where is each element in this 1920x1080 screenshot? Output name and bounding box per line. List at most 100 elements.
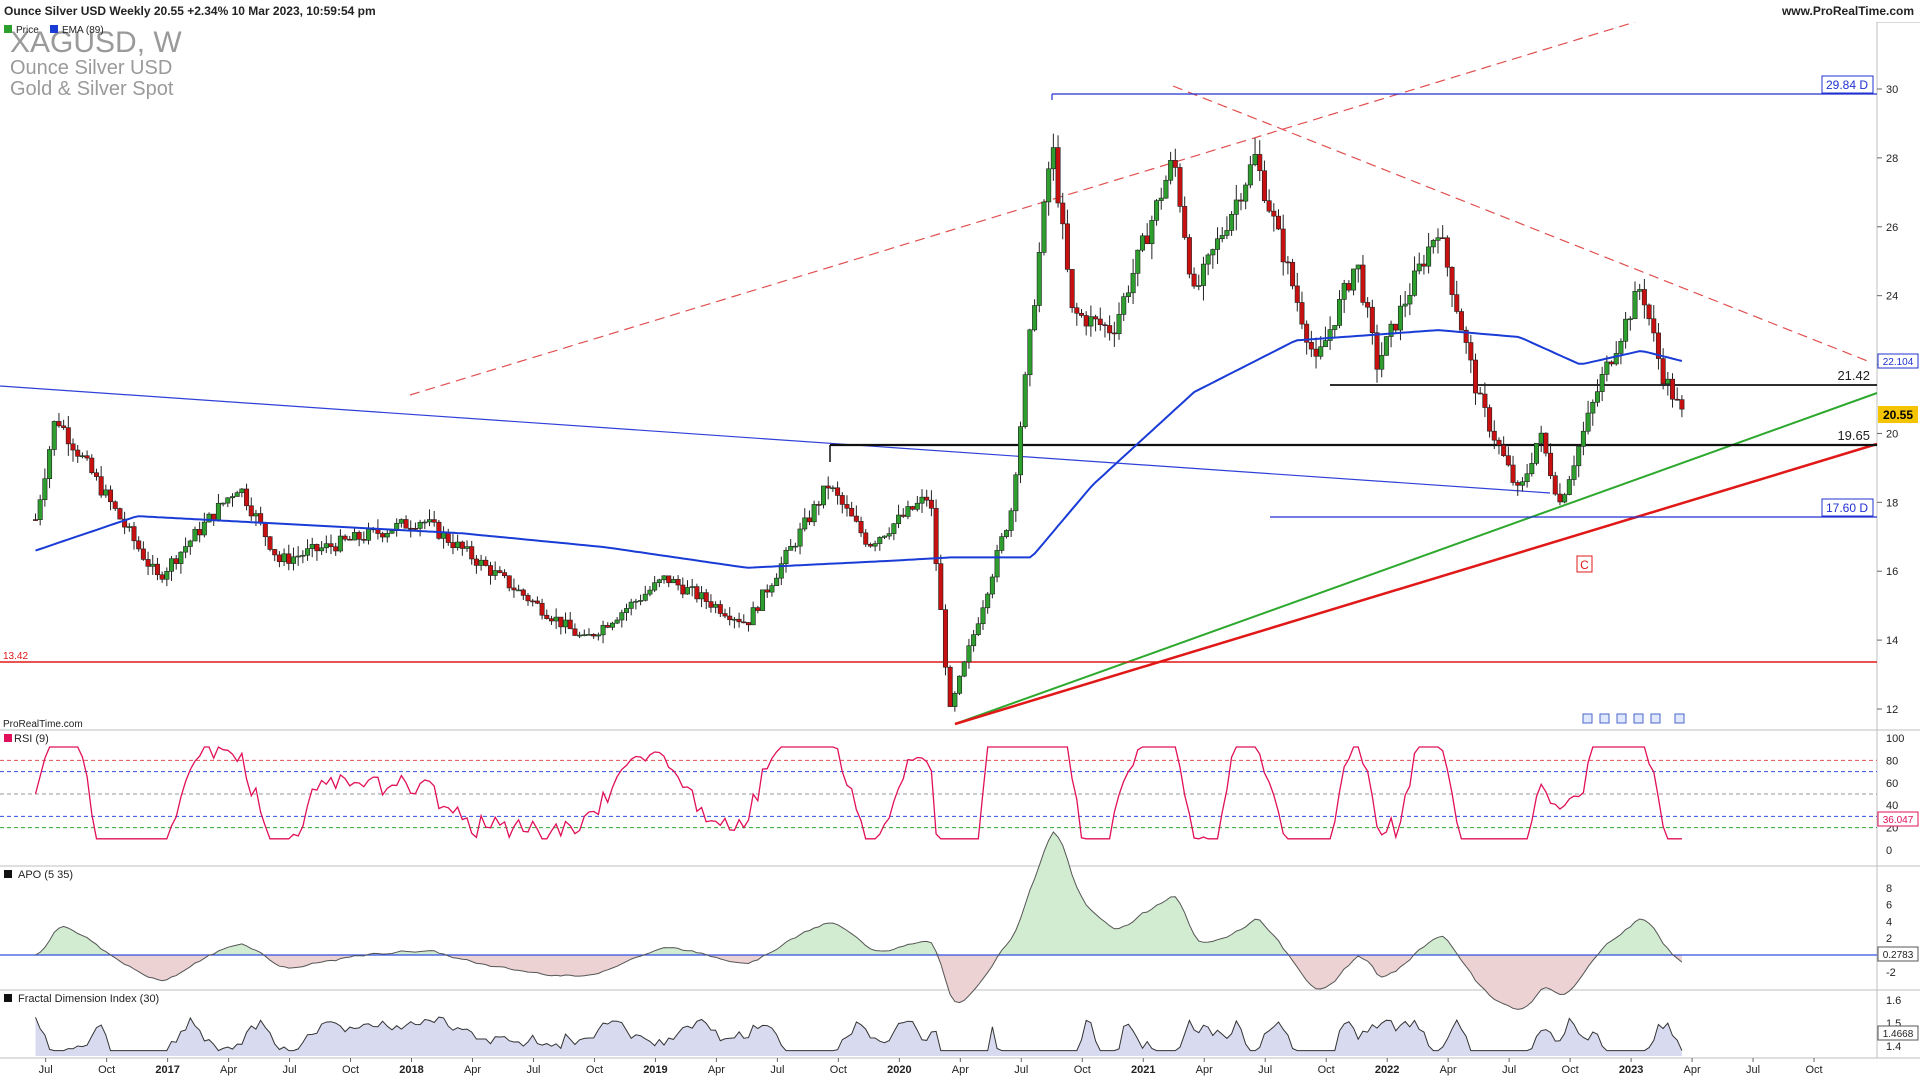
candle-body	[1519, 481, 1525, 486]
candle-body	[356, 532, 362, 540]
candle-body	[680, 584, 686, 595]
candle-body	[459, 541, 465, 549]
candle-body	[924, 496, 930, 501]
green-support-trendline[interactable]	[954, 392, 1878, 725]
candle-body	[727, 615, 733, 621]
event-icon[interactable]	[1616, 713, 1627, 724]
candle-body	[656, 579, 662, 584]
candle-body	[323, 543, 329, 549]
website-label[interactable]: www.ProRealTime.com	[1781, 4, 1914, 18]
time-tick-label: 2023	[1619, 1064, 1643, 1076]
event-icon[interactable]	[1599, 713, 1610, 724]
event-icon[interactable]	[1633, 713, 1644, 724]
candle-body	[1407, 295, 1413, 305]
candle-body	[1510, 464, 1516, 483]
candle-body	[89, 457, 95, 474]
candle-body	[1355, 264, 1361, 270]
candle-body	[1637, 289, 1643, 292]
price-legend-label: Price	[16, 25, 39, 36]
event-icons[interactable]	[1582, 713, 1685, 724]
chart-header: Ounce Silver USD Weekly 20.55 +2.34% 10 …	[0, 0, 1920, 23]
candle-body	[1215, 238, 1221, 250]
candle-body	[276, 554, 282, 563]
current-price-label: 20.55	[1883, 408, 1913, 422]
time-tick-label: Jul	[770, 1064, 784, 1076]
candle-body	[1018, 426, 1024, 476]
candle-body	[1313, 348, 1319, 357]
candle-body	[1421, 263, 1427, 267]
candle-body	[1491, 430, 1497, 441]
candle-body	[1032, 305, 1038, 331]
candle-body	[877, 537, 883, 544]
candle-body	[1529, 463, 1535, 475]
candle-body	[1276, 215, 1282, 230]
candle-body	[914, 502, 920, 510]
candle-body	[65, 427, 71, 445]
candle-body	[300, 554, 306, 557]
candle-body	[1618, 340, 1624, 354]
candle-body	[1505, 455, 1511, 466]
candle-body	[652, 582, 658, 591]
event-icon[interactable]	[1674, 713, 1685, 724]
candle-body	[1609, 361, 1615, 365]
time-tick-label: Apr	[708, 1064, 725, 1076]
candle-body	[361, 539, 367, 541]
candle-body	[548, 618, 554, 622]
candle-body	[1046, 168, 1052, 203]
time-tick-label: Oct	[98, 1064, 115, 1076]
candle-body	[1027, 329, 1033, 376]
ascending-red-dashed-trendline[interactable]	[409, 22, 1636, 396]
candle-body	[150, 563, 156, 567]
time-tick-label: Apr	[1440, 1064, 1457, 1076]
candle-body	[563, 619, 569, 628]
candle-body	[1182, 206, 1188, 238]
price-tick-label: 20	[1886, 428, 1898, 440]
candle-body	[957, 675, 963, 694]
rsi-title: RSI (9)	[14, 733, 49, 745]
apo-line	[35, 831, 1683, 1010]
candle-body	[32, 519, 38, 521]
candle-body	[792, 545, 798, 548]
red-support-trendline[interactable]	[954, 442, 1878, 726]
candle-body	[267, 536, 273, 550]
candle-body	[47, 449, 53, 480]
label-1965: 19.65	[1837, 428, 1870, 443]
candle-body	[633, 600, 639, 603]
candle-body	[713, 604, 719, 608]
candle-body	[215, 502, 221, 521]
candle-body	[881, 535, 887, 538]
candle-body	[783, 549, 789, 565]
descending-red-dashed-trendline[interactable]	[1172, 85, 1871, 363]
candle-body	[1463, 329, 1469, 343]
fdi-legend-swatch	[4, 994, 12, 1002]
candle-body	[708, 601, 714, 608]
descending-blue-trendline[interactable]	[0, 385, 1551, 494]
candle-body	[1055, 147, 1061, 204]
candle-body	[811, 504, 817, 523]
candle-body	[1097, 318, 1103, 326]
price-axis: 30282624222018161412	[1877, 84, 1898, 716]
candle-body	[445, 532, 451, 543]
candle-body	[1660, 358, 1666, 385]
time-tick-label: 2020	[887, 1064, 911, 1076]
candle-body	[84, 455, 90, 459]
candle-body	[328, 543, 334, 548]
candle-body	[108, 489, 114, 503]
candle-body	[684, 587, 690, 595]
candle-body	[1623, 318, 1629, 342]
candle-body	[333, 546, 339, 552]
candle-body	[1557, 493, 1563, 503]
event-icon[interactable]	[1650, 713, 1661, 724]
ema-value-box	[1877, 353, 1919, 369]
price-chart[interactable]: XAGUSD, W Ounce Silver USD Gold & Silver…	[0, 22, 1920, 1080]
candle-body	[1050, 147, 1056, 170]
instrument-symbol: XAGUSD, W	[10, 26, 182, 59]
rsi-tick-label: 80	[1886, 755, 1898, 767]
event-icon[interactable]	[1582, 713, 1593, 724]
time-tick-label: 2021	[1131, 1064, 1155, 1076]
candle-body	[431, 519, 437, 523]
ema-legend-swatch	[50, 25, 58, 33]
ema-legend-label: EMA (89)	[62, 25, 104, 36]
candle-body	[755, 607, 761, 611]
candle-body	[1548, 452, 1554, 477]
